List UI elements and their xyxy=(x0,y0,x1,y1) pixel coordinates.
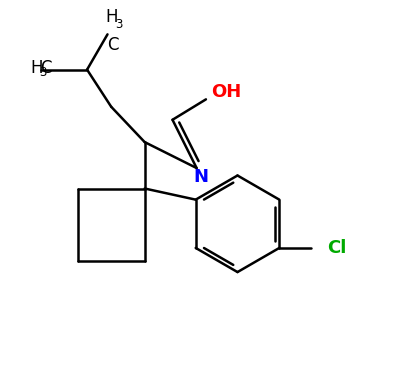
Text: OH: OH xyxy=(211,83,241,101)
Text: C: C xyxy=(40,59,52,77)
Text: Cl: Cl xyxy=(328,239,347,257)
Text: H: H xyxy=(105,8,118,26)
Text: C: C xyxy=(107,36,119,54)
Text: 3: 3 xyxy=(115,18,122,31)
Text: N: N xyxy=(194,169,208,186)
Text: H: H xyxy=(30,59,42,77)
Text: 3: 3 xyxy=(39,66,46,79)
